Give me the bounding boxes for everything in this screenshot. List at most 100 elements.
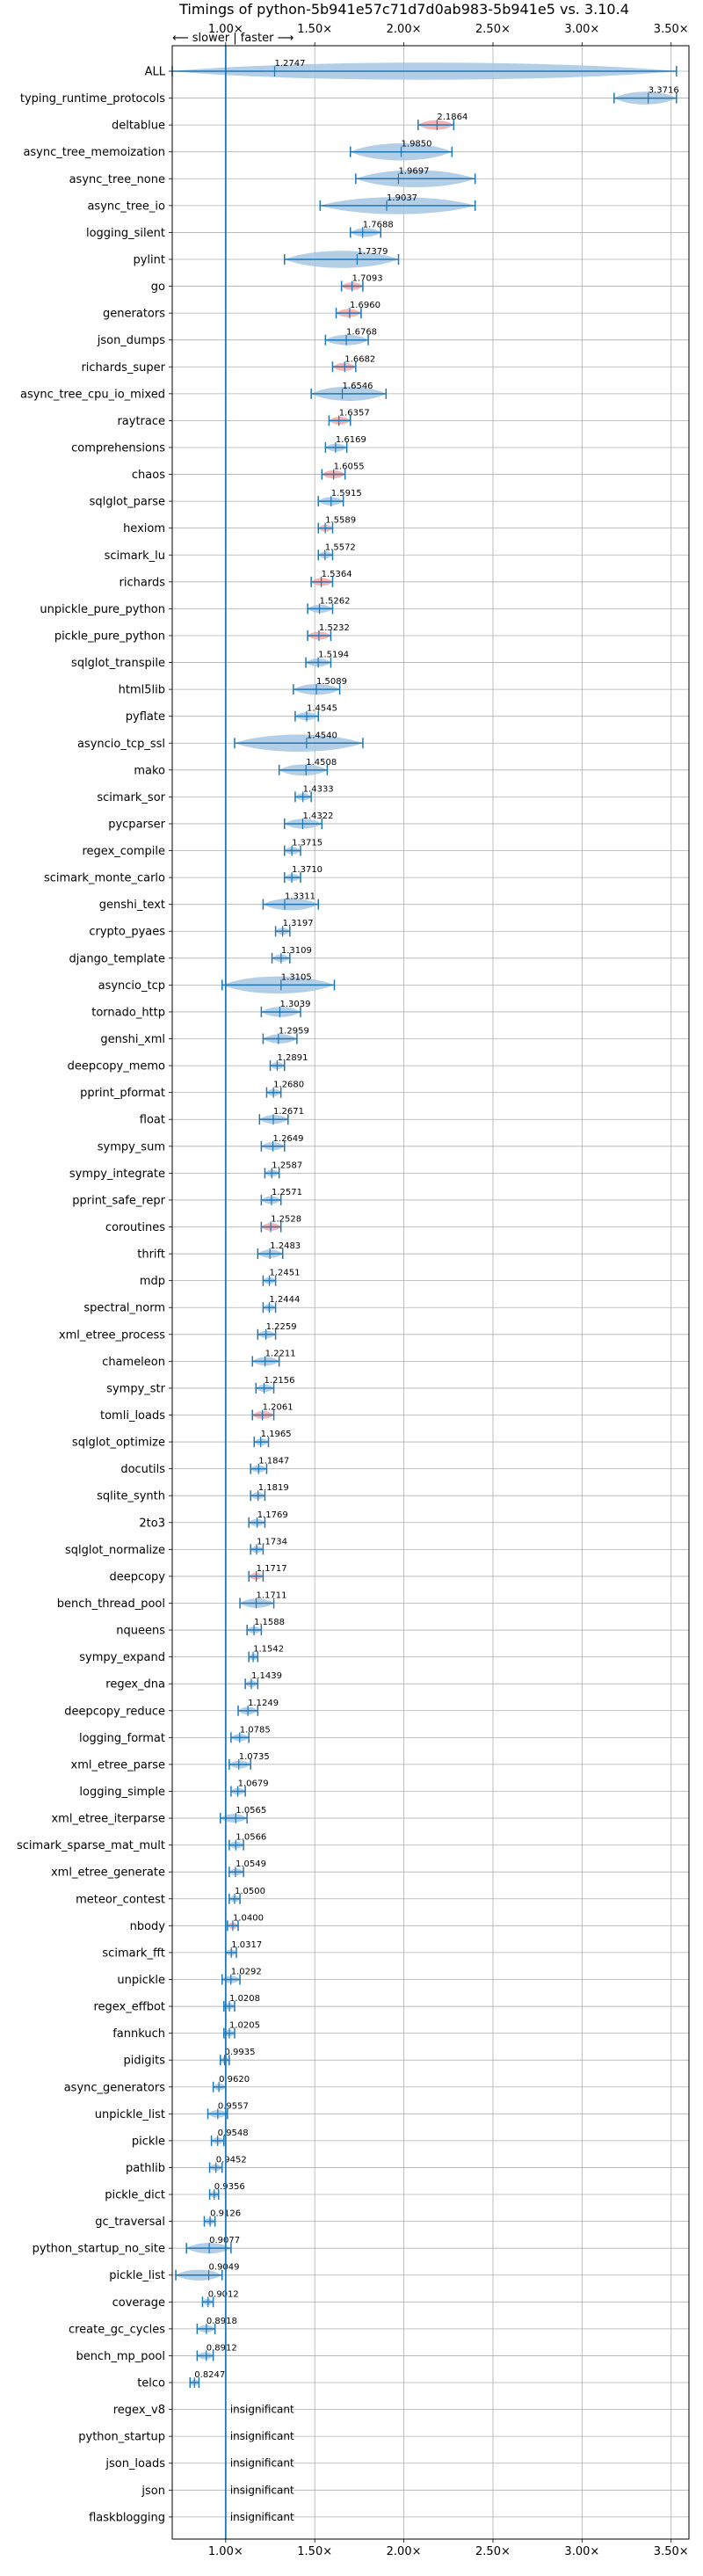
value-label: 1.0566 [236,1833,266,1843]
benchmark-label: sympy_str [106,1382,165,1395]
benchmark-label: pprint_safe_repr [72,1194,165,1207]
benchmark-label: coverage [112,2296,165,2310]
benchmark-label: scimark_fft [102,1947,165,1960]
benchmark-label: unpickle_list [95,2108,165,2121]
value-label: 2.1864 [437,113,467,122]
benchmark-label: docutils [120,1463,165,1476]
benchmark-label: django_template [69,952,165,965]
benchmark-label: xml_etree_generate [51,1867,165,1880]
value-label: 1.7688 [363,220,394,229]
benchmark-label: nbody [130,1920,166,1933]
benchmark-label: pickle_list [109,2269,165,2282]
benchmark-label: pidigits [124,2055,166,2068]
benchmark-label: regex_compile [82,845,165,858]
benchmark-label: typing_runtime_protocols [20,92,165,106]
value-label: 1.2649 [273,1134,304,1144]
benchmark-label: bench_thread_pool [57,1597,165,1611]
value-label: 1.1588 [254,1618,285,1627]
value-label: 1.0208 [229,1994,260,2004]
value-label: 0.9049 [209,2263,240,2273]
value-label: 1.2671 [273,1107,304,1117]
benchmark-label: meteor_contest [76,1893,165,1906]
value-label: 1.0205 [229,2021,260,2031]
benchmark-label: json [141,2485,165,2498]
value-label: 1.9697 [398,166,429,176]
value-label: 1.1717 [257,1564,287,1574]
benchmark-label: asyncio_tcp [98,979,165,993]
value-label: 1.6357 [339,408,370,418]
benchmark-label: genshi_xml [100,1033,165,1046]
benchmark-label: tomli_loads [100,1409,165,1423]
value-label: 1.4322 [302,811,333,821]
benchmark-label: sympy_sum [98,1140,165,1153]
benchmark-label: sqlglot_optimize [72,1437,165,1450]
benchmark-label: python_startup_no_site [33,2243,165,2256]
benchmark-label: async_generators [64,2081,166,2094]
benchmark-label: crypto_pyaes [89,926,165,939]
x-tick-label-bottom: 3.00× [564,2545,599,2558]
value-label: 1.3039 [279,1000,310,1009]
benchmark-label: pickle [132,2135,165,2148]
x-tick-label-bottom: 1.50× [297,2545,332,2558]
benchmark-label: scimark_sor [97,791,165,804]
benchmark-label: sympy_expand [79,1651,165,1664]
value-label: 1.5572 [325,542,356,552]
x-tick-label-top: 2.50× [475,23,511,36]
value-label: 1.0565 [236,1806,266,1816]
value-label: 1.6960 [350,301,380,310]
benchmark-label: deepcopy_memo [68,1060,165,1073]
value-label: 1.9850 [402,140,432,149]
benchmark-rows: 1.2747 3.3716 2.1864 1.9850 1.9697 1.9037 1.76… [171,59,679,2523]
benchmark-label: gc_traversal [95,2216,165,2229]
benchmark-label: sqlglot_parse [90,496,165,509]
benchmark-label: ALL [145,66,166,79]
insignificant-label: insignificant [230,2457,294,2470]
value-label: 0.9548 [218,2128,249,2138]
value-label: 1.3197 [283,919,314,928]
benchmark-label: scimark_sparse_mat_mult [17,1839,165,1852]
benchmark-label: pickle_pure_python [54,629,165,643]
benchmark-label: sqlglot_normalize [65,1544,165,1557]
value-label: 1.1734 [257,1537,287,1546]
grid-lines [172,46,689,2539]
value-label: 1.4333 [303,784,334,794]
benchmark-label: scimark_monte_carlo [44,872,165,885]
benchmark-label: generators [103,308,165,321]
value-label: 1.9037 [387,193,417,203]
benchmark-label: go [151,280,165,294]
insignificant-label: insignificant [230,2511,294,2523]
x-tick-label-bottom: 1.00× [208,2545,243,2558]
x-tick-label-top: 1.00× [208,23,243,36]
chart-title: Timings of python-5b941e57c71d7d0ab983-5… [178,1,629,18]
benchmark-label: pprint_pformat [80,1087,165,1100]
value-label: 1.5915 [331,489,362,498]
value-label: 1.2891 [277,1053,308,1063]
value-label: 0.8247 [194,2370,225,2380]
benchmark-label: flaskblogging [89,2511,165,2524]
benchmark-label: bench_mp_pool [76,2350,165,2363]
value-label: 1.2061 [263,1403,294,1413]
value-label: 0.9620 [219,2075,250,2085]
value-label: 1.0400 [233,1913,264,1923]
benchmark-label: mdp [140,1275,165,1288]
value-label: 0.9935 [225,2048,256,2057]
benchmark-label: chameleon [102,1356,165,1369]
value-label: 1.2528 [271,1215,301,1225]
value-label: 0.9077 [209,2236,240,2245]
benchmark-label: sympy_integrate [69,1168,165,1181]
benchmark-label: scimark_lu [105,549,165,563]
benchmark-label: create_gc_cycles [69,2323,165,2336]
value-label: 1.5589 [325,516,356,526]
benchmark-label: regex_v8 [113,2404,165,2417]
value-label: 1.7379 [357,247,388,257]
value-label: 1.2747 [275,59,306,69]
value-label: 1.0292 [231,1967,262,1976]
x-tick-label-bottom: 2.50× [475,2545,511,2558]
value-label: 1.3710 [292,865,323,875]
value-label: 1.6169 [336,435,366,445]
value-label: 1.1711 [257,1590,287,1600]
value-label: 0.8912 [207,2343,237,2353]
value-label: 1.6768 [346,328,377,338]
insignificant-label: insignificant [230,2484,294,2496]
value-label: 1.1819 [258,1483,289,1493]
